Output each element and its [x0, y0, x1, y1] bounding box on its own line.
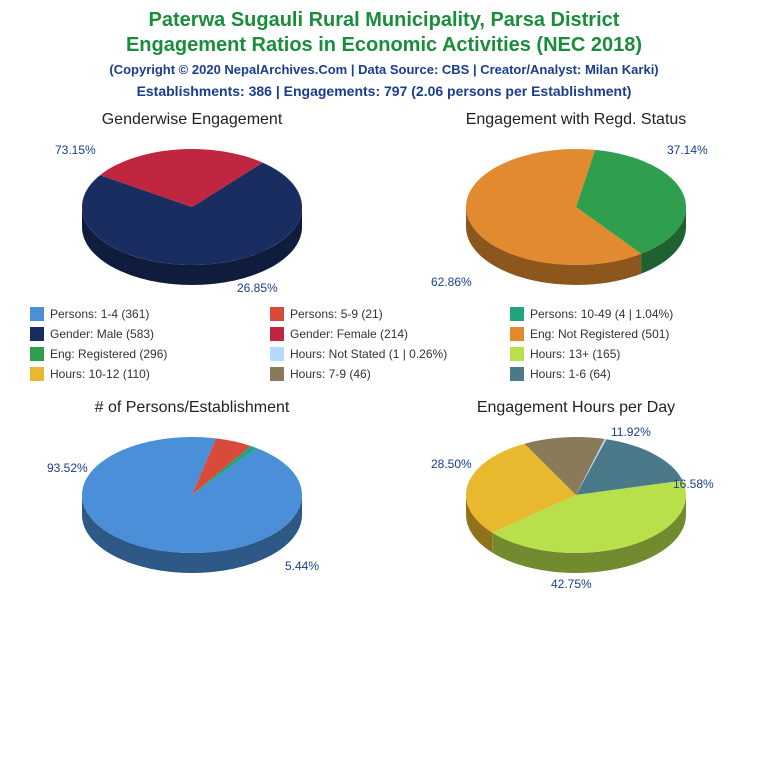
stats-line: Establishments: 386 | Engagements: 797 (…: [0, 83, 768, 99]
chart-regd-pie: 37.14% 62.86%: [431, 133, 721, 303]
pie-slice-label: 42.75%: [551, 577, 592, 591]
legend-swatch: [270, 307, 284, 321]
legend-item: Gender: Female (214): [270, 327, 498, 341]
pie-slice-label: 37.14%: [667, 143, 708, 157]
legend-swatch: [30, 327, 44, 341]
chart-gender-pie: 73.15% 26.85%: [47, 133, 337, 303]
pie-slice-label: 5.44%: [285, 559, 319, 573]
legend-item: Hours: 1-6 (64): [510, 367, 738, 381]
legend-item: Hours: 10-12 (110): [30, 367, 258, 381]
legend-swatch: [30, 307, 44, 321]
legend-item: Eng: Registered (296): [30, 347, 258, 361]
legend-swatch: [270, 347, 284, 361]
chart-regd: Engagement with Regd. Status 37.14% 62.86…: [396, 111, 756, 303]
legend-label: Eng: Registered (296): [50, 347, 167, 361]
charts-row-top: Genderwise Engagement 73.15% 26.85% Engag…: [0, 111, 768, 303]
legend-item: Eng: Not Registered (501): [510, 327, 738, 341]
legend-swatch: [510, 347, 524, 361]
legend-label: Gender: Male (583): [50, 327, 154, 341]
legend-item: Hours: 7-9 (46): [270, 367, 498, 381]
legend-swatch: [30, 347, 44, 361]
legend-label: Hours: 10-12 (110): [50, 367, 150, 381]
chart-gender-title: Genderwise Engagement: [12, 111, 372, 129]
pie-slice-label: 11.92%: [611, 425, 651, 439]
chart-hours-pie: 16.58% 42.75% 28.50% 11.92%: [431, 421, 721, 591]
chart-persons-pie: 93.52% 5.44%: [47, 421, 337, 591]
chart-hours: Engagement Hours per Day 16.58% 42.75% 28.…: [396, 399, 756, 591]
legend-item: Persons: 1-4 (361): [30, 307, 258, 321]
legend-swatch: [270, 367, 284, 381]
legend-label: Eng: Not Registered (501): [530, 327, 669, 341]
legend-item: Hours: 13+ (165): [510, 347, 738, 361]
legend-swatch: [510, 367, 524, 381]
legend-swatch: [30, 367, 44, 381]
legend-label: Persons: 1-4 (361): [50, 307, 149, 321]
legend-item: Persons: 10-49 (4 | 1.04%): [510, 307, 738, 321]
pie-slice-label: 62.86%: [431, 275, 472, 289]
legend-item: Hours: Not Stated (1 | 0.26%): [270, 347, 498, 361]
pie-slice-label: 73.15%: [55, 143, 96, 157]
pie-slice-label: 26.85%: [237, 281, 278, 295]
legend-swatch: [510, 327, 524, 341]
legend-label: Persons: 10-49 (4 | 1.04%): [530, 307, 673, 321]
title-line-1: Paterwa Sugauli Rural Municipality, Pars…: [0, 8, 768, 33]
chart-persons: # of Persons/Establishment 93.52% 5.44%: [12, 399, 372, 591]
chart-gender: Genderwise Engagement 73.15% 26.85%: [12, 111, 372, 303]
copyright-line: (Copyright © 2020 NepalArchives.Com | Da…: [0, 62, 768, 77]
chart-persons-title: # of Persons/Establishment: [12, 399, 372, 417]
legend-label: Gender: Female (214): [290, 327, 408, 341]
legend-item: Persons: 5-9 (21): [270, 307, 498, 321]
charts-row-bottom: # of Persons/Establishment 93.52% 5.44% E…: [0, 399, 768, 591]
pie-slice-label: 28.50%: [431, 457, 472, 471]
legend-swatch: [510, 307, 524, 321]
chart-hours-title: Engagement Hours per Day: [396, 399, 756, 417]
header: Paterwa Sugauli Rural Municipality, Pars…: [0, 0, 768, 99]
legend-label: Hours: 13+ (165): [530, 347, 620, 361]
title-line-2: Engagement Ratios in Economic Activities…: [0, 33, 768, 58]
pie-slice-label: 16.58%: [673, 477, 714, 491]
legend: Persons: 1-4 (361) Persons: 5-9 (21) Perso…: [0, 303, 768, 381]
legend-swatch: [270, 327, 284, 341]
legend-label: Hours: Not Stated (1 | 0.26%): [290, 347, 447, 361]
legend-label: Hours: 1-6 (64): [530, 367, 611, 381]
legend-label: Hours: 7-9 (46): [290, 367, 371, 381]
legend-item: Gender: Male (583): [30, 327, 258, 341]
chart-regd-title: Engagement with Regd. Status: [396, 111, 756, 129]
pie-slice-label: 93.52%: [47, 461, 88, 475]
legend-label: Persons: 5-9 (21): [290, 307, 383, 321]
